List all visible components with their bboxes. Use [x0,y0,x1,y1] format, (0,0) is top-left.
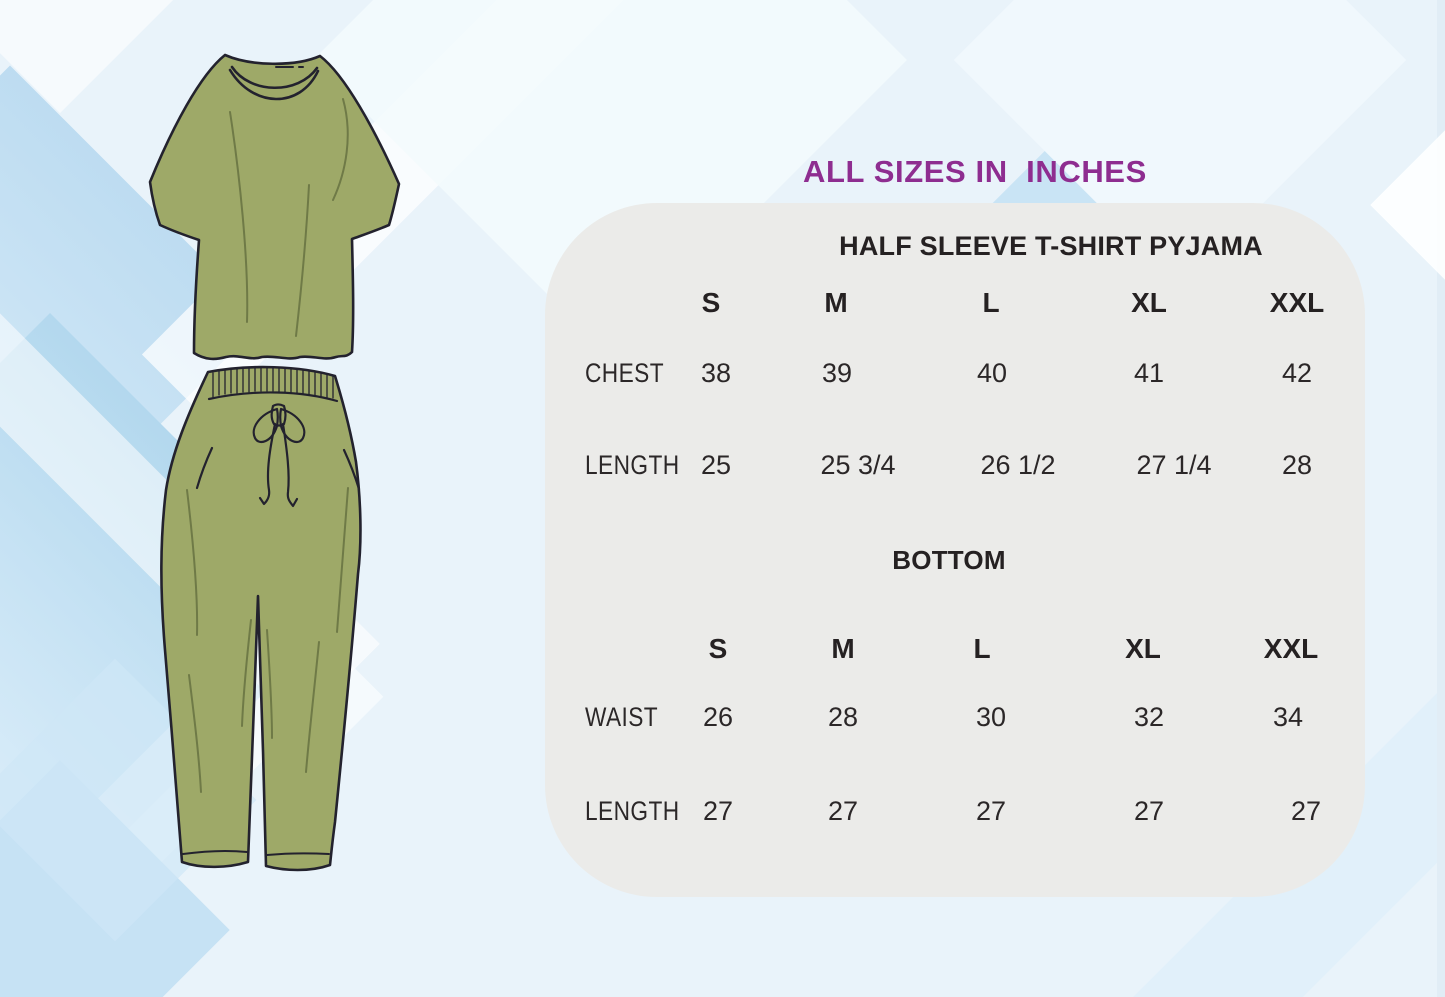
col-header-xl: XL [1125,633,1161,664]
waistband-hatching [212,366,334,399]
col-header-l: L [973,633,991,664]
length-value-xl: 27 1/4 [1136,450,1212,480]
col-header-s: S [708,633,728,664]
col-header-xxl: XXL [1269,287,1325,318]
background-edge-strip [1437,0,1445,997]
chest-value-m: 39 [821,358,853,388]
tshirt-collar-seam [230,65,319,89]
waistband-seam [207,391,339,403]
length-value-s: 27 [702,796,734,826]
length-value-xxl: 27 [1290,796,1322,826]
pyjama-drape-lines [186,487,349,793]
length-value-m: 27 [827,796,859,826]
length-value-m: 25 3/4 [820,450,896,480]
table-heading-top: HALF SLEEVE T-SHIRT PYJAMA [839,231,1263,261]
length-value-l: 26 1/2 [980,450,1056,480]
waist-value-m: 28 [827,702,859,732]
col-header-xl: XL [1131,287,1167,318]
col-header-s: S [701,287,721,318]
row-label-waist: WAIST [585,702,659,732]
length-value-l: 27 [975,796,1007,826]
length-value-xl: 27 [1133,796,1165,826]
length-value-xxl: 28 [1281,450,1313,480]
chest-value-xl: 41 [1133,358,1165,388]
waist-value-l: 30 [975,702,1007,732]
tshirt-illustration [148,53,401,361]
tshirt-drape-lines [229,98,349,337]
col-header-m: M [824,287,848,318]
waist-value-xl: 32 [1133,702,1165,732]
waist-value-s: 26 [702,702,734,732]
waist-value-xxl: 34 [1272,702,1304,732]
drawstring-tails [258,422,299,508]
pyjama-set-illustration [148,53,401,872]
chest-value-s: 38 [700,358,732,388]
row-label-length: LENGTH [585,796,680,826]
page-title: ALL SIZES IN INCHES [803,154,1147,189]
row-label-chest: CHEST [585,358,664,388]
pocket-lines [195,446,361,491]
col-header-m: M [831,633,855,664]
length-value-s: 25 [700,450,732,480]
col-header-l: L [982,287,1000,318]
pyjama-bottom-outline [160,365,362,872]
background-diamond [1370,127,1445,283]
col-header-xxl: XXL [1263,633,1319,664]
pyjama-bottom-illustration [160,365,362,872]
size-chart-panel: HALF SLEEVE T-SHIRT PYJAMA S M L XL XXL … [545,203,1365,897]
leg-cuff-lines [182,849,330,856]
chest-value-l: 40 [976,358,1008,388]
chest-value-xxl: 42 [1281,358,1313,388]
row-label-length: LENGTH [585,450,680,480]
table-heading-bottom: BOTTOM [892,545,1006,575]
tshirt-collar-edge [228,68,320,101]
tshirt-outline [148,53,401,361]
